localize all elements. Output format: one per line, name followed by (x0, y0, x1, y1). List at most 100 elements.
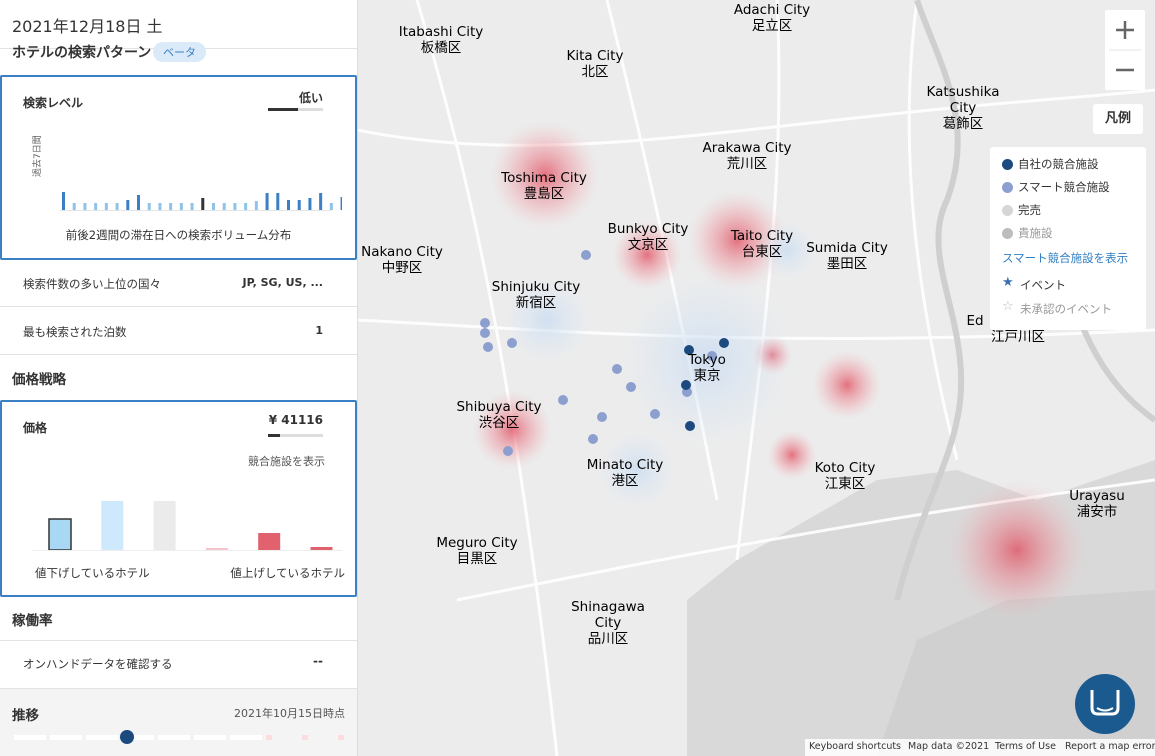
legend-button[interactable]: 凡例 (1093, 104, 1143, 134)
map-label: Katsushika (927, 84, 1000, 100)
volume-bar (94, 203, 98, 210)
volume-bar (222, 203, 226, 210)
map-label: 台東区 (742, 244, 783, 260)
map-label: Bunkyo City (608, 221, 689, 237)
legend-item: 自社の競合施設 (1018, 157, 1099, 171)
section-title: 稼働率 (12, 613, 53, 629)
volume-bar (104, 203, 108, 210)
map-footer: Keyboard shortcuts Map data ©2021 Terms of… (805, 739, 1155, 756)
map-label: Toshima City (500, 170, 587, 186)
legend-event: 未承認のイベント (1020, 302, 1112, 316)
date: 2021年12月18日 土 (12, 17, 163, 36)
left-label: 値下げしているホテル (35, 566, 150, 580)
map-label: Meguro City (436, 535, 517, 551)
volume-chart (60, 192, 342, 211)
map-label: 北区 (582, 64, 609, 80)
row-label: 検索件数の多い上位の国々 (23, 277, 161, 291)
level-meter (268, 108, 323, 111)
map-label: Shinjuku City (492, 279, 580, 295)
map-label: 新宿区 (516, 294, 557, 311)
map-label: 板橋区 (421, 40, 462, 56)
legend-star: ★ (1002, 275, 1014, 290)
row-value: JP, SG, US, ... (242, 276, 323, 289)
volume-bar (244, 203, 248, 210)
volume-bar (147, 203, 151, 210)
card-title: 検索レベル (23, 96, 84, 110)
legend: 自社の競合施設 スマート競合施設 完売 貴施設 スマート競合施設を表示 ★ イベント ☆ 未承認… (990, 147, 1146, 330)
map-label: Nakano City (361, 244, 443, 260)
volume-bar (265, 193, 269, 210)
map-label: Shibuya City (456, 399, 541, 415)
legend-star: ☆ (1002, 299, 1014, 314)
map-label: 江東区 (825, 476, 866, 492)
volume-bar (179, 203, 183, 210)
side-panel: 2021年12月18日 土 ホテルの検索パターン ベータ 検索レベル 低い 過去… (0, 0, 358, 756)
search-level-card[interactable]: 検索レベル 低い 過去7日間 前後2週間の滞在日への検索ボリューム分布 (0, 75, 357, 260)
price-card[interactable]: 価格 ¥ 41116 競合施設を表示 値下げしているホテル 値上げしているホテル (0, 400, 357, 597)
section-title: ホテルの検索パターン (12, 45, 152, 61)
legend-item: 完売 (1018, 203, 1041, 217)
row-label: オンハンドデータを確認する (23, 657, 173, 671)
price-bar (48, 518, 72, 551)
legend-swatch (1002, 228, 1013, 239)
trend-date: 2021年10月15日時点 (234, 707, 345, 720)
map-label: 渋谷区 (479, 415, 520, 431)
price-bar (310, 547, 333, 550)
volume-bar (62, 192, 65, 210)
footer-link[interactable]: Keyboard shortcuts (809, 741, 902, 752)
trend-track[interactable] (14, 735, 347, 740)
card-title: 価格 (23, 421, 48, 435)
link[interactable]: 競合施設を表示 (248, 455, 325, 468)
map-label: 荒川区 (727, 156, 768, 172)
price-value: ¥ 41116 (268, 413, 323, 427)
map-label: City (595, 615, 621, 631)
price-meter (268, 434, 323, 437)
zoom-icons (1109, 21, 1141, 72)
volume-bar (297, 200, 301, 210)
volume-bar (276, 193, 280, 210)
row-value: 1 (315, 324, 323, 337)
level-value: 低い (298, 91, 323, 105)
map-label: 葛飾区 (943, 116, 984, 132)
map-label: Minato City (587, 457, 664, 473)
volume-bar (329, 203, 333, 210)
footer-link[interactable]: Map data ©2021 (908, 741, 990, 752)
volume-bar (254, 201, 258, 210)
trend-handle[interactable] (120, 730, 134, 744)
section-title: 価格戦略 (12, 372, 66, 388)
map-label: 浦安市 (1077, 503, 1118, 520)
row-value: -- (313, 654, 323, 668)
map-label: 中野区 (382, 260, 423, 276)
volume-bar (319, 193, 323, 210)
map-label: Ed (966, 313, 983, 329)
volume-bar (201, 198, 205, 210)
volume-bar (72, 203, 76, 210)
trend-section: 推移 2021年10月15日時点 (0, 689, 357, 756)
volume-bar (287, 200, 290, 210)
chat-icon (1090, 690, 1120, 716)
map-label: Urayasu (1069, 488, 1125, 504)
volume-bar (340, 197, 342, 210)
volume-bar (137, 195, 140, 210)
legend-swatch (1002, 205, 1013, 216)
map-label: 品川区 (588, 631, 629, 647)
map-label: 文京区 (628, 237, 669, 253)
volume-bar (126, 200, 130, 210)
footer-link[interactable]: Report a map error (1065, 741, 1155, 752)
legend-link[interactable]: スマート競合施設を表示 (1002, 251, 1129, 265)
map-label: 墨田区 (827, 256, 868, 272)
legend-item: 貴施設 (1018, 226, 1053, 240)
volume-bar (212, 203, 215, 210)
map-label: Koto City (815, 460, 876, 476)
row-label: 最も検索された泊数 (23, 325, 127, 339)
volume-bar (308, 198, 312, 210)
map-label: 港区 (612, 473, 639, 489)
footer-link[interactable]: Terms of Use (995, 741, 1056, 752)
right-label: 値上げしているホテル (230, 566, 345, 580)
trend-track-red (266, 735, 347, 740)
map-label: Tokyo (687, 352, 726, 368)
chat-button[interactable] (1075, 674, 1135, 734)
volume-bar (190, 203, 194, 210)
volume-bar (83, 203, 87, 210)
